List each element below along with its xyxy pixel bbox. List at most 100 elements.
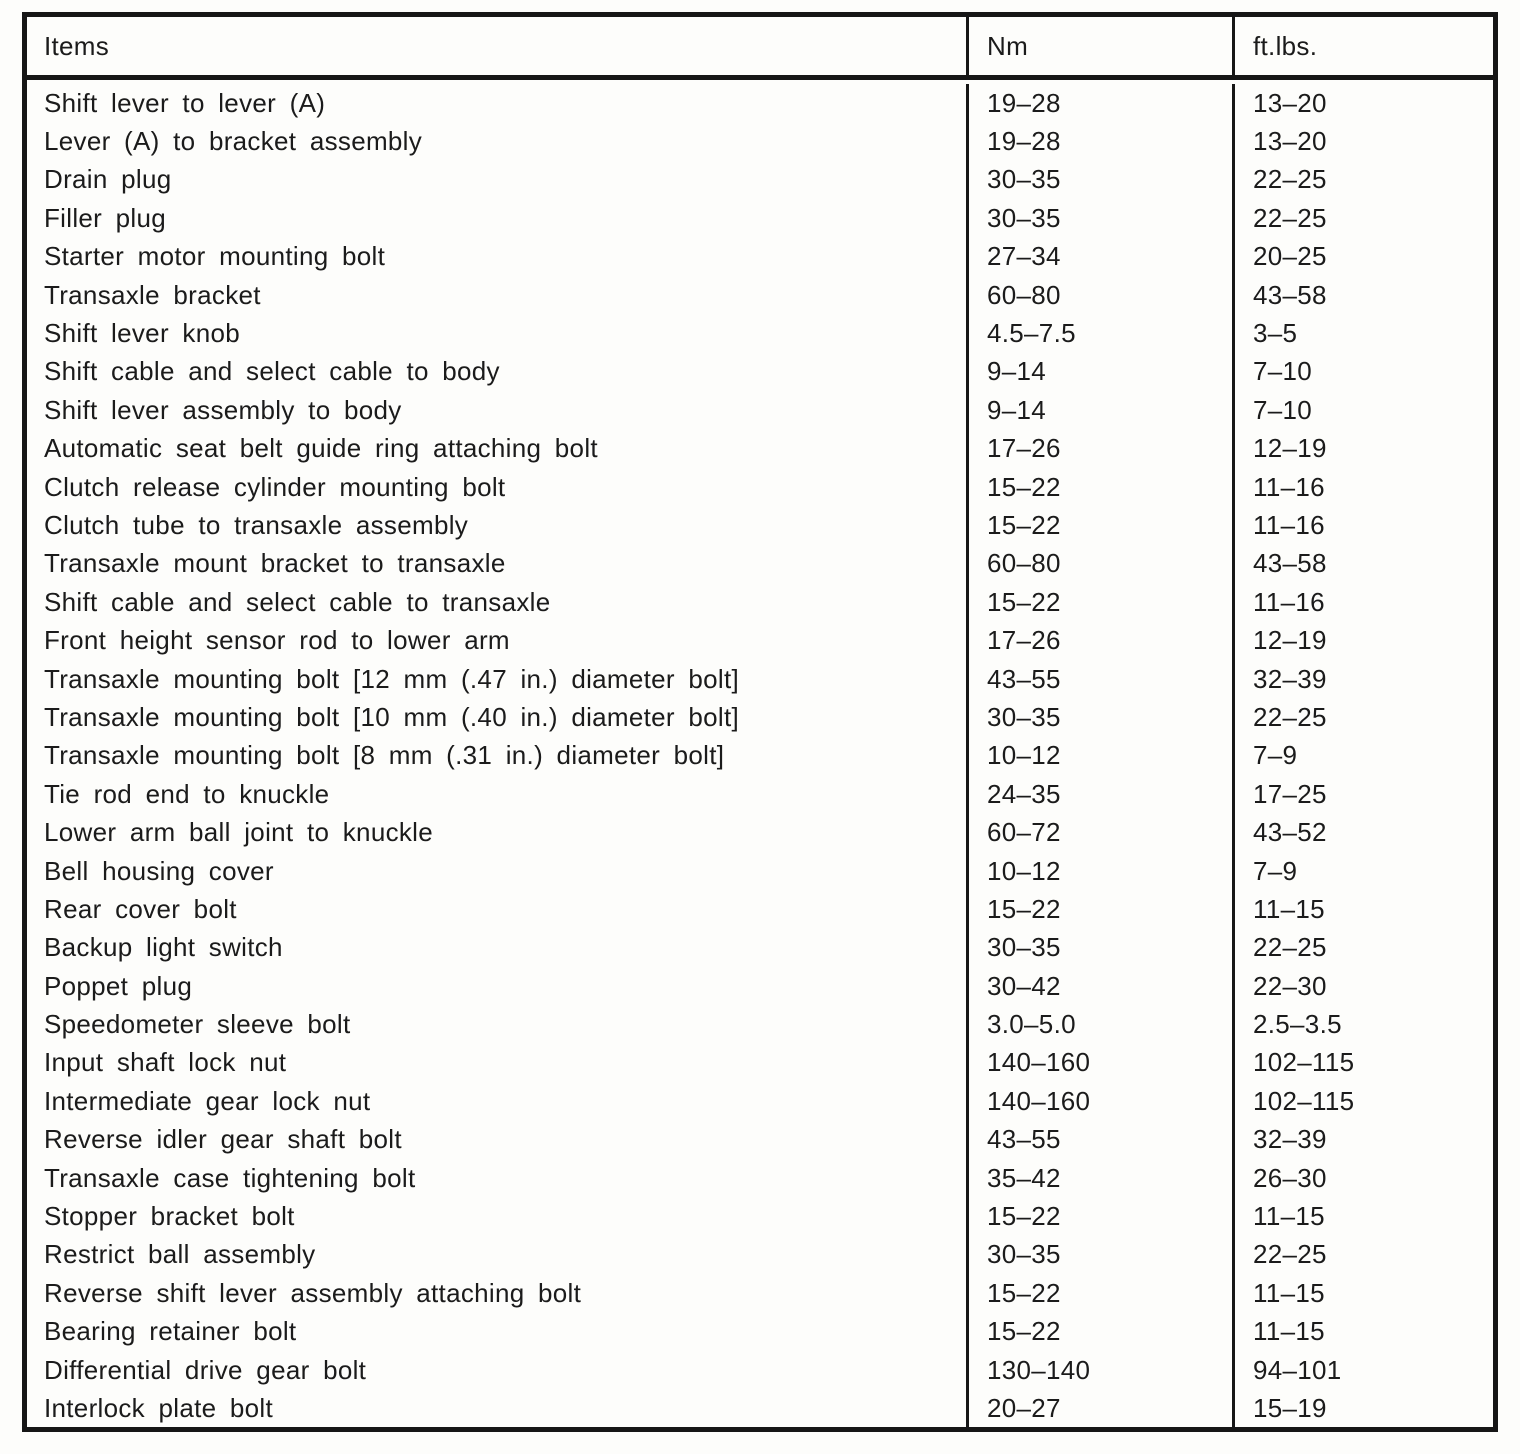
nm-cell: 3.0–5.0 (966, 1005, 1232, 1044)
torque-spec-table: Items Nm ft.lbs. Shift lever to lever (A… (22, 12, 1498, 1432)
nm-cell: 15–22 (966, 1312, 1232, 1351)
item-cell: Poppet plug (44, 970, 193, 1001)
ftlbs-cell: 102–115 (1232, 1043, 1493, 1083)
nm-cell: 24–35 (966, 775, 1232, 814)
nm-cell: 15–22 (966, 1274, 1232, 1313)
table-row: Rear cover bolt 15–22 11–15 (27, 890, 1493, 929)
item-cell: Starter motor mounting bolt (44, 241, 386, 272)
nm-cell: 140–160 (966, 1082, 1232, 1121)
ftlbs-cell: 22–25 (1232, 928, 1493, 967)
nm-cell: 19–28 (966, 84, 1232, 123)
table-row: Shift lever to lever (A) 19–28 13–20 (27, 84, 1493, 123)
nm-cell: 30–42 (966, 966, 1232, 1006)
nm-cell: 43–55 (966, 659, 1232, 699)
table-row: Transaxle mounting bolt [10 mm (.40 in.)… (27, 698, 1493, 737)
item-cell: Shift lever assembly to body (44, 394, 402, 425)
table-row: Starter motor mounting bolt 27–34 20–25 (27, 237, 1493, 276)
table-row: Clutch release cylinder mounting bolt 15–… (27, 467, 1493, 507)
nm-cell: 19–28 (966, 122, 1232, 161)
ftlbs-cell: 22–25 (1232, 698, 1493, 737)
ftlbs-cell: 11–15 (1232, 1312, 1493, 1351)
ftlbs-cell: 12–19 (1232, 621, 1493, 660)
ftlbs-cell: 3–5 (1232, 314, 1493, 353)
table-row: Shift lever assembly to body 9–14 7–10 (27, 391, 1493, 430)
table-row: Backup light switch 30–35 22–25 (27, 928, 1493, 967)
ftlbs-cell: 13–20 (1232, 122, 1493, 161)
ftlbs-cell: 43–58 (1232, 544, 1493, 584)
header-nm: Nm (966, 17, 1232, 75)
table-row: Bell housing cover 10–12 7–9 (27, 851, 1493, 891)
ftlbs-cell: 13–20 (1232, 84, 1493, 123)
item-cell: Shift lever to lever (A) (44, 87, 326, 118)
ftlbs-cell: 17–25 (1232, 775, 1493, 814)
ftlbs-cell: 32–39 (1232, 659, 1493, 699)
item-cell: Differential drive gear bolt (44, 1354, 367, 1385)
ftlbs-cell: 94–101 (1232, 1350, 1493, 1390)
table-row: Tie rod end to knuckle 24–35 17–25 (27, 775, 1493, 814)
table-row: Transaxle bracket 60–80 43–58 (27, 275, 1493, 315)
table-row: Differential drive gear bolt 130–140 94–10… (27, 1350, 1493, 1390)
table-row: Drain plug 30–35 22–25 (27, 160, 1493, 200)
ftlbs-cell: 102–115 (1232, 1082, 1493, 1121)
table-row: Transaxle case tightening bolt 35–42 26–30 (27, 1158, 1493, 1198)
item-cell: Bell housing cover (44, 855, 274, 886)
nm-cell: 20–27 (966, 1389, 1232, 1428)
ftlbs-cell: 32–39 (1232, 1120, 1493, 1159)
ftlbs-cell: 7–10 (1232, 352, 1493, 392)
table-row: Interlock plate bolt 20–27 15–19 (27, 1389, 1493, 1428)
table-row: Transaxle mounting bolt [12 mm (.47 in.)… (27, 659, 1493, 699)
nm-cell: 30–35 (966, 160, 1232, 200)
table-row: Shift lever knob 4.5–7.5 3–5 (27, 314, 1493, 353)
nm-cell: 9–14 (966, 391, 1232, 430)
ftlbs-cell: 43–58 (1232, 275, 1493, 315)
ftlbs-cell: 7–9 (1232, 736, 1493, 776)
header-items: Items (44, 30, 110, 61)
item-cell: Filler plug (44, 202, 167, 233)
item-cell: Transaxle mounting bolt [8 mm (.31 in.) … (44, 740, 725, 771)
item-cell: Transaxle case tightening bolt (44, 1162, 416, 1193)
ftlbs-cell: 22–25 (1232, 160, 1493, 200)
header-ftlbs: ft.lbs. (1232, 17, 1493, 75)
table-row: Reverse idler gear shaft bolt 43–55 32–39 (27, 1120, 1493, 1159)
nm-cell: 15–22 (966, 1197, 1232, 1236)
ftlbs-cell: 11–16 (1232, 467, 1493, 507)
nm-cell: 60–80 (966, 275, 1232, 315)
table-row: Transaxle mounting bolt [8 mm (.31 in.) … (27, 736, 1493, 776)
nm-cell: 43–55 (966, 1120, 1232, 1159)
item-cell: Shift cable and select cable to transaxl… (44, 586, 551, 617)
nm-cell: 130–140 (966, 1350, 1232, 1390)
item-cell: Shift lever knob (44, 318, 241, 349)
ftlbs-cell: 43–52 (1232, 813, 1493, 852)
item-cell: Backup light switch (44, 932, 283, 963)
nm-cell: 10–12 (966, 736, 1232, 776)
nm-cell: 60–72 (966, 813, 1232, 852)
table-row: Lower arm ball joint to knuckle 60–72 43–5… (27, 813, 1493, 852)
table-row: Input shaft lock nut 140–160 102–115 (27, 1043, 1493, 1083)
item-cell: Restrict ball assembly (44, 1239, 316, 1270)
item-cell: Intermediate gear lock nut (44, 1085, 371, 1116)
item-cell: Drain plug (44, 164, 172, 195)
ftlbs-cell: 22–25 (1232, 199, 1493, 238)
item-cell: Clutch release cylinder mounting bolt (44, 471, 506, 502)
item-cell: Transaxle mounting bolt [12 mm (.47 in.)… (44, 663, 740, 694)
ftlbs-cell: 12–19 (1232, 429, 1493, 468)
item-cell: Lower arm ball joint to knuckle (44, 817, 434, 848)
item-cell: Reverse shift lever assembly attaching b… (44, 1277, 582, 1308)
nm-cell: 15–22 (966, 890, 1232, 929)
item-cell: Interlock plate bolt (44, 1392, 274, 1423)
table-row: Transaxle mount bracket to transaxle 60–8… (27, 544, 1493, 584)
nm-cell: 15–22 (966, 467, 1232, 507)
table-row: Shift cable and select cable to body 9–14… (27, 352, 1493, 392)
nm-cell: 15–22 (966, 583, 1232, 622)
table-row: Reverse shift lever assembly attaching b… (27, 1274, 1493, 1313)
nm-cell: 27–34 (966, 237, 1232, 276)
item-cell: Reverse idler gear shaft bolt (44, 1124, 402, 1155)
table-row: Stopper bracket bolt 15–22 11–15 (27, 1197, 1493, 1236)
nm-cell: 9–14 (966, 352, 1232, 392)
item-cell: Input shaft lock nut (44, 1047, 287, 1078)
table-row: Bearing retainer bolt 15–22 11–15 (27, 1312, 1493, 1351)
ftlbs-cell: 11–15 (1232, 1274, 1493, 1313)
table-row: Front height sensor rod to lower arm 17–2… (27, 621, 1493, 660)
item-cell: Front height sensor rod to lower arm (44, 625, 510, 656)
